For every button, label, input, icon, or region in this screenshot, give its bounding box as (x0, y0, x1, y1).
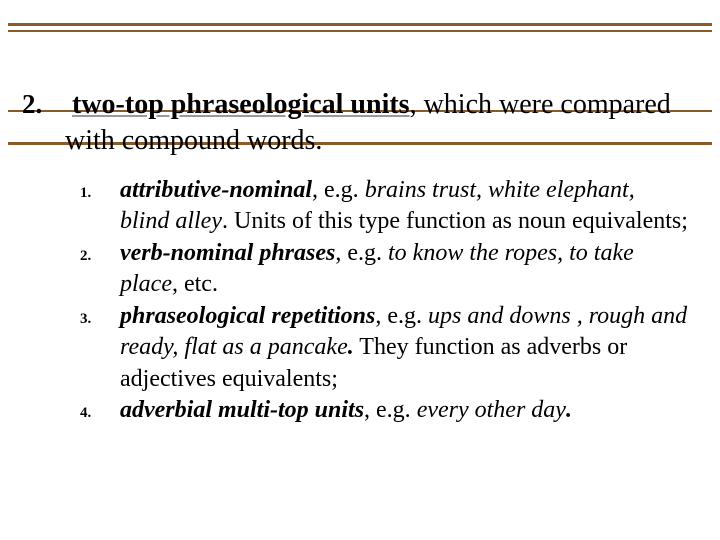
list-item: 3. phraseological repetitions, e.g. ups … (80, 301, 690, 395)
item-number: 1. (80, 175, 120, 238)
sub-list: 1. attributive-nominal, e.g. brains trus… (80, 175, 690, 427)
item-text: adverbial multi-top units, e.g. every ot… (120, 395, 690, 426)
item-number: 4. (80, 395, 120, 426)
item-text: phraseological repetitions, e.g. ups and… (120, 301, 690, 395)
item-text: verb-nominal phrases, e.g. to know the r… (120, 238, 690, 301)
section-heading: 2. two-top phraseological units, which w… (22, 87, 695, 160)
example: every other day (417, 397, 566, 423)
tail: . Units of this type function as noun eq… (222, 208, 688, 234)
list-item: 4. adverbial multi-top units, e.g. every… (80, 395, 690, 426)
item-number: 2. (80, 238, 120, 301)
item-text: attributive-nominal, e.g. brains trust, … (120, 175, 690, 238)
heading-term: two-top phraseological units (72, 89, 410, 120)
heading-text: two-top phraseological units, which were… (65, 87, 685, 160)
item-number: 3. (80, 301, 120, 395)
heading-number: 2. (22, 87, 58, 122)
list-item: 2. verb-nominal phrases, e.g. to know th… (80, 238, 690, 301)
term: adverbial multi-top units (120, 397, 364, 423)
tail: , etc. (172, 271, 218, 297)
top-decorative-border (8, 23, 712, 32)
term: attributive-nominal (120, 177, 312, 203)
term: verb-nominal phrases (120, 240, 335, 266)
term: phraseological repetitions (120, 303, 375, 329)
list-item: 1. attributive-nominal, e.g. brains trus… (80, 175, 690, 238)
